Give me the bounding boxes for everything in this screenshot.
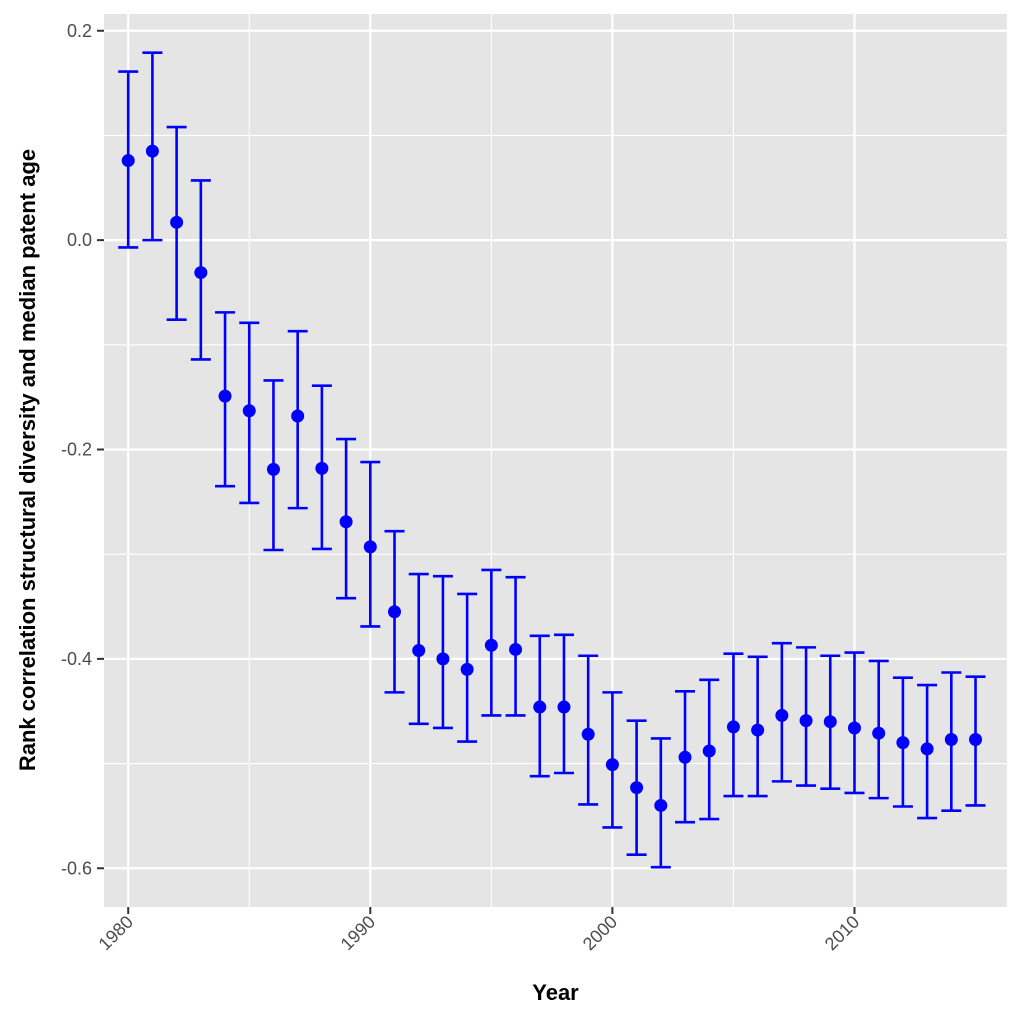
data-point-1983 [190,179,211,361]
data-point-1988 [311,384,332,551]
point-marker [436,652,450,666]
data-point-2010 [844,651,865,795]
point-marker [920,742,934,756]
point-marker [242,404,256,418]
data-marks [118,51,986,869]
y-tick-label: 0.2 [67,21,92,41]
data-point-2009 [820,654,841,791]
point-marker [678,750,692,764]
data-point-2008 [796,646,817,787]
data-point-1986 [263,379,284,552]
x-axis-title: Year [532,980,579,1005]
point-marker [775,708,789,722]
point-marker [145,144,159,158]
data-point-2006 [747,655,768,798]
data-point-2003 [675,690,696,824]
plot-panel [104,14,1007,907]
data-point-1994 [457,592,478,743]
data-point-2013 [917,683,938,820]
y-axis-title: Rank correlation structural diversity an… [15,149,40,771]
point-marker [726,720,740,734]
data-point-1992 [408,572,429,726]
data-point-2014 [941,671,962,812]
x-tick-label: 1980 [95,912,137,954]
point-marker [412,644,426,658]
data-point-1990 [360,460,381,628]
point-marker [460,662,474,676]
point-marker [388,605,402,619]
point-marker [944,732,958,746]
point-marker [121,154,135,168]
y-tick-label: 0.0 [67,230,92,250]
y-axis-ticks: 0.2 0.0 -0.2 -0.4 -0.6 [61,21,104,878]
point-marker [194,266,208,280]
point-marker [702,744,716,758]
data-point-2007 [771,641,792,783]
data-point-1984 [215,311,236,488]
data-point-1993 [432,574,453,730]
point-marker [896,736,910,750]
point-marker [484,638,498,652]
x-axis-ticks: 1980 1990 2000 2010 [95,907,863,954]
x-tick-label: 2000 [579,912,621,954]
data-point-1980 [118,70,139,249]
point-marker [581,727,595,741]
point-marker [654,798,668,812]
data-point-1989 [336,437,357,600]
point-marker [751,723,765,737]
data-point-1985 [239,321,260,505]
x-tick-label: 2010 [821,912,863,954]
point-marker [266,462,280,476]
point-marker [363,540,377,554]
point-marker [291,409,305,423]
data-point-1981 [142,51,163,242]
point-marker [872,726,886,740]
data-point-1999 [578,654,599,806]
point-marker [847,721,861,735]
data-point-1996 [505,575,526,717]
data-point-2002 [650,737,671,869]
data-point-1982 [166,125,187,321]
data-point-1997 [529,634,550,778]
major-gridlines [104,14,1007,907]
point-marker [315,461,329,475]
data-point-1991 [384,529,405,694]
point-marker [969,732,983,746]
point-marker [170,215,184,229]
data-point-1995 [481,568,502,717]
data-point-2012 [892,676,913,808]
data-point-2011 [868,659,889,800]
point-marker [630,781,644,795]
data-point-2015 [965,675,986,807]
data-point-2001 [626,719,647,856]
point-marker [823,715,837,729]
data-point-1987 [287,329,308,510]
point-marker [799,714,813,728]
point-marker [605,758,619,772]
point-marker [218,389,232,403]
y-tick-label: -0.4 [61,649,92,669]
point-marker [533,700,547,714]
data-point-2000 [602,691,623,829]
data-point-2005 [723,652,744,798]
point-marker [339,515,353,529]
x-tick-label: 1990 [337,912,379,954]
data-point-1998 [553,633,574,775]
point-marker [509,642,523,656]
data-point-2004 [699,678,720,821]
y-tick-label: -0.6 [61,858,92,878]
point-marker [557,700,571,714]
y-tick-label: -0.2 [61,440,92,460]
